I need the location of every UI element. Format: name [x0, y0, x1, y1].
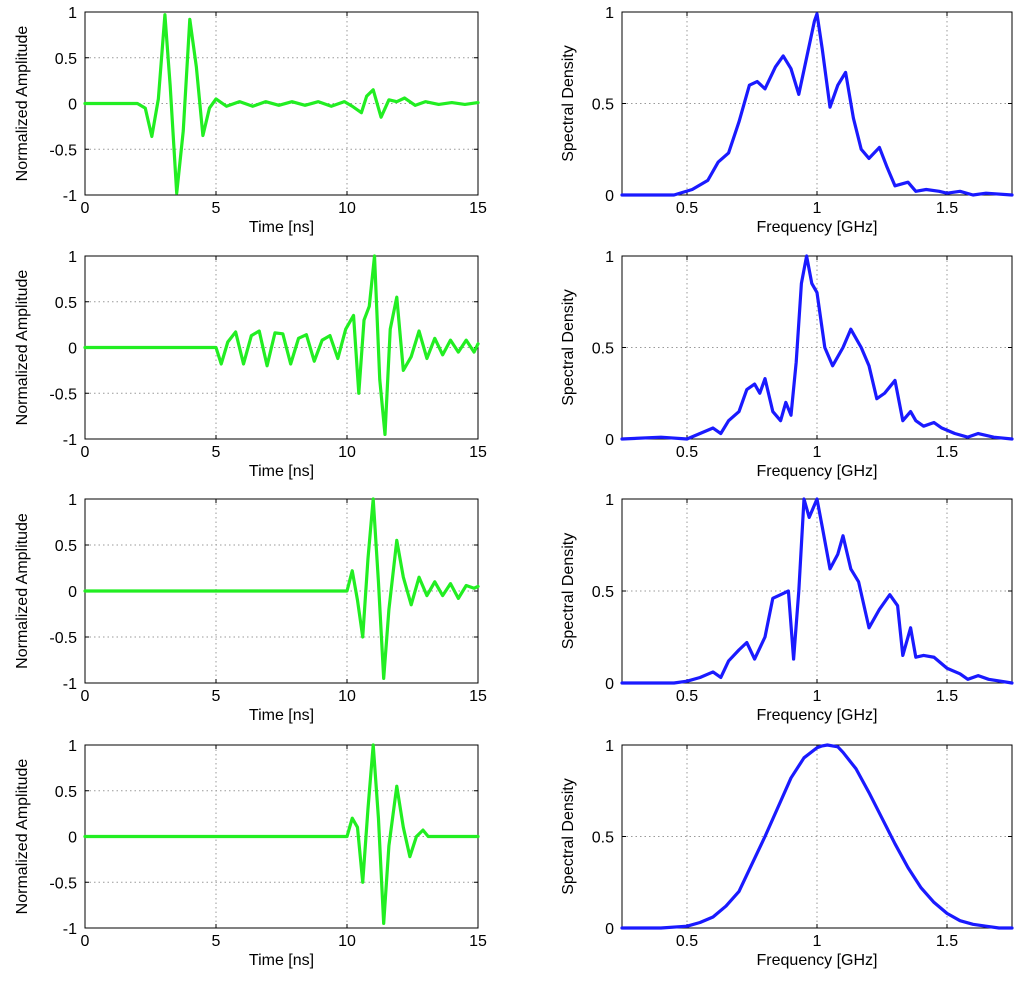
y-tick-label: 0 [605, 676, 614, 693]
y-tick-label: 0.5 [592, 830, 614, 847]
x-axis-label: Time [ns] [249, 463, 314, 480]
y-tick-label: -1 [63, 188, 77, 205]
y-tick-label: 1 [605, 249, 614, 266]
x-tick-label: 0 [81, 200, 90, 217]
chart-panel-time-4: 0 5 10 15 -1 -0.5 0 0.5 1 Time [ns] Normalized Amp… [14, 738, 487, 969]
x-tick-label: 5 [212, 200, 221, 217]
x-axis-label: Frequency [GHz] [757, 952, 878, 969]
y-axis-label: Normalized Amplitude [14, 26, 31, 182]
y-tick-label: 0 [605, 921, 614, 938]
x-axis-label: Time [ns] [249, 707, 314, 724]
series-line-time-2 [83, 254, 480, 437]
y-tick-label: 1 [605, 492, 614, 509]
y-tick-label: 1 [68, 492, 77, 509]
x-tick-label: 1.5 [936, 688, 958, 705]
x-tick-label: 5 [212, 688, 221, 705]
x-tick-label: 10 [338, 688, 356, 705]
series-line-time-4 [83, 743, 480, 926]
series-line-time-3 [83, 497, 480, 681]
y-tick-label: 0 [605, 432, 614, 449]
y-tick-label: -1 [63, 432, 77, 449]
y-tick-label: 0.5 [592, 97, 614, 114]
x-tick-label: 15 [469, 200, 487, 217]
x-tick-label: 1 [813, 933, 822, 950]
x-axis-label: Frequency [GHz] [757, 219, 878, 236]
series-line-spec-2 [620, 254, 1014, 441]
x-tick-label: 5 [212, 444, 221, 461]
y-tick-label: 0.5 [55, 51, 77, 68]
y-tick-label: 1 [605, 5, 614, 22]
y-tick-label: -0.5 [49, 875, 77, 892]
x-tick-label: 15 [469, 688, 487, 705]
y-tick-label: 0 [68, 830, 77, 847]
x-tick-label: 0.5 [676, 444, 698, 461]
x-tick-label: 1.5 [936, 444, 958, 461]
y-tick-label: -0.5 [49, 386, 77, 403]
y-tick-label: 0.5 [592, 584, 614, 601]
x-tick-label: 1 [813, 200, 822, 217]
series-line-time-1 [83, 13, 480, 195]
series-line-spec-1 [620, 12, 1014, 197]
chart-panel-time-3: 0 5 10 15 -1 -0.5 0 0.5 1 Time [ns] Normalized Amp… [14, 492, 487, 724]
y-axis-label: Normalized Amplitude [14, 759, 31, 915]
x-tick-label: 15 [469, 444, 487, 461]
x-tick-label: 1 [813, 688, 822, 705]
x-tick-label: 10 [338, 933, 356, 950]
y-tick-label: 1 [68, 738, 77, 755]
x-tick-label: 0 [81, 688, 90, 705]
y-tick-label: 0.5 [55, 784, 77, 801]
x-tick-label: 1.5 [936, 933, 958, 950]
chart-panel-spec-1: 0.5 1 1.5 0 0.5 1 Frequency [GHz] Spectral Dens… [560, 5, 1014, 236]
y-tick-label: 0.5 [55, 295, 77, 312]
x-tick-label: 1 [813, 444, 822, 461]
series-line-spec-4 [620, 743, 1014, 930]
x-tick-label: 0.5 [676, 200, 698, 217]
y-axis-label: Spectral Density [560, 778, 577, 895]
y-tick-label: -1 [63, 921, 77, 938]
x-axis-label: Time [ns] [249, 952, 314, 969]
y-tick-label: 1 [68, 5, 77, 22]
y-tick-label: -1 [63, 676, 77, 693]
chart-panel-spec-3: 0.5 1 1.5 0 0.5 1 Frequency [GHz] Spectral Dens… [560, 492, 1014, 724]
x-tick-label: 5 [212, 933, 221, 950]
y-axis-label: Normalized Amplitude [14, 513, 31, 669]
x-tick-label: 0 [81, 444, 90, 461]
x-tick-label: 10 [338, 200, 356, 217]
x-tick-label: 10 [338, 444, 356, 461]
y-tick-label: 0.5 [55, 538, 77, 555]
y-tick-label: 0 [68, 584, 77, 601]
x-tick-label: 0.5 [676, 933, 698, 950]
y-tick-label: 1 [68, 249, 77, 266]
chart-panel-time-1: 0 5 10 15 -1 -0.5 0 0.5 1 Time [ns] Normalized Amp… [14, 5, 487, 236]
chart-panel-time-2: 0 5 10 15 -1 -0.5 0 0.5 1 Time [ns] Normalized Amp… [14, 249, 487, 480]
y-tick-label: 0.5 [592, 341, 614, 358]
y-tick-label: 0 [68, 97, 77, 114]
y-tick-label: -0.5 [49, 630, 77, 647]
y-axis-label: Spectral Density [560, 289, 577, 406]
y-tick-label: 0 [68, 341, 77, 358]
chart-panel-spec-2: 0.5 1 1.5 0 0.5 1 Frequency [GHz] Spectral Dens… [560, 249, 1014, 480]
y-axis-label: Spectral Density [560, 45, 577, 162]
x-axis-label: Frequency [GHz] [757, 707, 878, 724]
x-axis-label: Frequency [GHz] [757, 463, 878, 480]
y-tick-label: 1 [605, 738, 614, 755]
chart-panel-spec-4: 0.5 1 1.5 0 0.5 1 Frequency [GHz] Spectral Dens… [560, 738, 1014, 969]
x-tick-label: 1.5 [936, 200, 958, 217]
y-axis-label: Spectral Density [560, 533, 577, 650]
series-line-spec-3 [620, 497, 1014, 685]
y-tick-label: 0 [605, 188, 614, 205]
y-tick-label: -0.5 [49, 142, 77, 159]
x-tick-label: 15 [469, 933, 487, 950]
x-axis-label: Time [ns] [249, 219, 314, 236]
x-tick-label: 0.5 [676, 688, 698, 705]
x-tick-label: 0 [81, 933, 90, 950]
y-axis-label: Normalized Amplitude [14, 270, 31, 426]
